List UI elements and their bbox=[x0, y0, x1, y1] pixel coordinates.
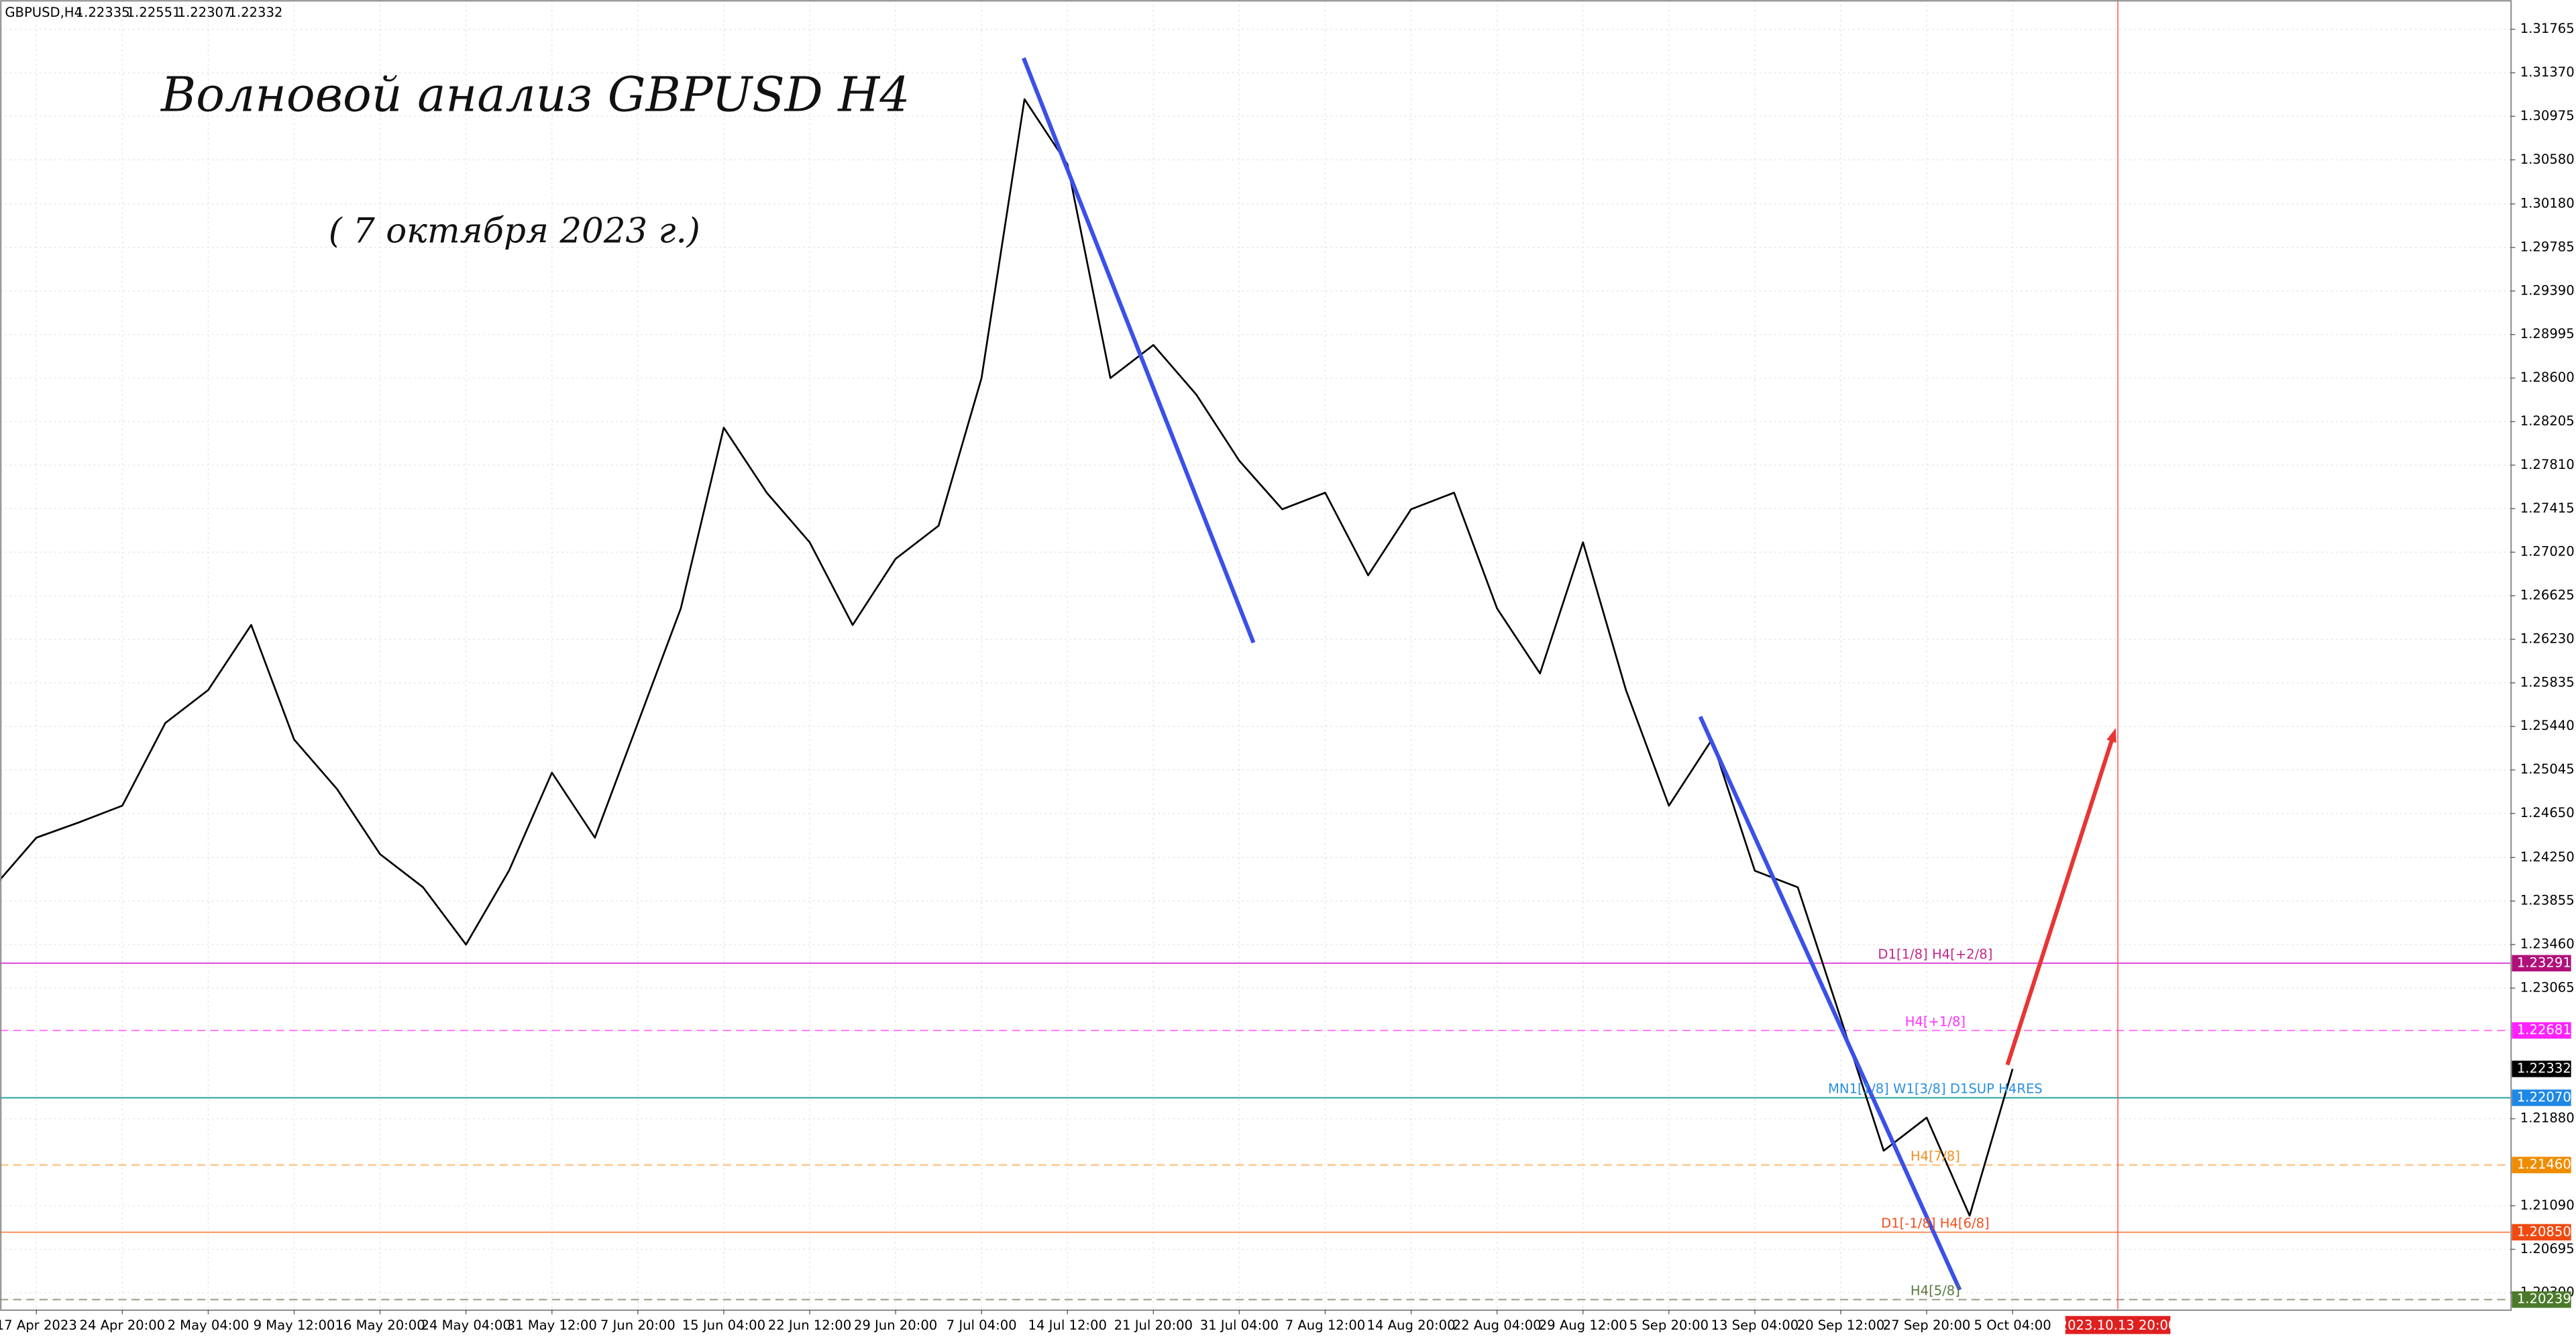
y-tick-label: 1.28600 bbox=[2520, 370, 2575, 385]
price-box-label: 1.22681 bbox=[2517, 1022, 2571, 1038]
price-box-label: 1.20239 bbox=[2517, 1291, 2571, 1307]
y-tick-label: 1.30580 bbox=[2520, 152, 2575, 167]
x-tick-label: 14 Jul 12:00 bbox=[1028, 1318, 1107, 1333]
x-tick-label: 5 Oct 04:00 bbox=[1974, 1318, 2051, 1333]
x-tick-label: 31 Jul 04:00 bbox=[1200, 1318, 1279, 1333]
time-marker-label: 2023.10.13 20:00 bbox=[2059, 1318, 2177, 1333]
chart-subtitle: ( 7 октября 2023 г.) bbox=[329, 211, 700, 251]
x-tick-label: 16 May 20:00 bbox=[335, 1318, 425, 1333]
x-tick-label: 14 Aug 20:00 bbox=[1367, 1318, 1456, 1333]
y-tick-label: 1.20695 bbox=[2520, 1241, 2575, 1256]
y-tick-label: 1.29785 bbox=[2520, 239, 2575, 254]
y-tick-label: 1.27415 bbox=[2520, 500, 2575, 516]
level-text: D1[-1/8] H4[6/8] bbox=[1881, 1216, 1990, 1231]
y-tick-label: 1.21090 bbox=[2520, 1197, 2575, 1213]
price-box bbox=[2512, 955, 2571, 972]
y-tick-label: 1.28995 bbox=[2520, 326, 2575, 341]
y-tick-label: 1.23855 bbox=[2520, 893, 2575, 908]
chart-title: Волновой анализ GBPUSD H4 bbox=[160, 66, 910, 122]
price-box bbox=[2512, 1291, 2571, 1308]
level-text: H4[7/8] bbox=[1911, 1148, 1960, 1164]
x-tick-label: 22 Aug 04:00 bbox=[1453, 1318, 1542, 1333]
y-tick-label: 1.26625 bbox=[2520, 588, 2575, 603]
x-tick-label: 29 Jun 20:00 bbox=[854, 1318, 937, 1333]
symbol: GBPUSD,H4 bbox=[5, 5, 83, 20]
price-line bbox=[0, 98, 2014, 1217]
ohlc-value: 1.22307 bbox=[177, 5, 231, 20]
y-tick-label: 1.25440 bbox=[2520, 718, 2575, 733]
x-tick-label: 7 Jun 20:00 bbox=[600, 1318, 676, 1333]
y-tick-label: 1.30180 bbox=[2520, 195, 2575, 211]
price-box-label: 1.21460 bbox=[2517, 1157, 2571, 1172]
price-box bbox=[2512, 1157, 2571, 1173]
x-tick-label: 15 Jun 04:00 bbox=[682, 1318, 765, 1333]
ohlc-value: 1.22335 bbox=[76, 5, 130, 20]
x-tick-label: 22 Jun 12:00 bbox=[768, 1318, 851, 1333]
x-tick-label: 29 Aug 12:00 bbox=[1539, 1318, 1627, 1333]
arrow-head bbox=[2106, 728, 2116, 743]
level-text: H4[5/8] bbox=[1911, 1283, 1960, 1299]
x-tick-label: 17 Apr 2023 bbox=[0, 1318, 77, 1333]
level-text: D1[1/8] H4[+2/8] bbox=[1878, 947, 1992, 962]
plot-area bbox=[0, 0, 2511, 1309]
trend-line bbox=[1698, 716, 1962, 1291]
y-tick-label: 1.25835 bbox=[2520, 674, 2575, 690]
y-tick-label: 1.25045 bbox=[2520, 761, 2575, 777]
y-tick-label: 1.31765 bbox=[2520, 21, 2575, 36]
x-tick-label: 7 Jul 04:00 bbox=[947, 1318, 1017, 1333]
y-tick-label: 1.28205 bbox=[2520, 413, 2575, 429]
y-tick-label: 1.30975 bbox=[2520, 108, 2575, 123]
ohlc-value: 1.22551 bbox=[127, 5, 181, 20]
trend-line bbox=[1022, 57, 1256, 644]
price-box-label: 1.23291 bbox=[2517, 955, 2571, 970]
x-tick-label: 5 Sep 20:00 bbox=[1629, 1318, 1709, 1333]
current-price-label: 1.22332 bbox=[2517, 1061, 2571, 1076]
y-tick-label: 1.21880 bbox=[2520, 1110, 2575, 1126]
ohlc-value: 1.22332 bbox=[228, 5, 282, 20]
current-price-box bbox=[2512, 1061, 2571, 1077]
price-box-label: 1.22070 bbox=[2517, 1089, 2571, 1105]
x-tick-label: 31 May 12:00 bbox=[507, 1318, 597, 1333]
x-tick-label: 21 Jul 20:00 bbox=[1114, 1318, 1193, 1333]
x-tick-label: 2 May 04:00 bbox=[168, 1318, 250, 1333]
time-marker-box bbox=[2065, 1316, 2171, 1334]
y-tick-label: 1.29390 bbox=[2520, 282, 2575, 298]
x-tick-label: 13 Sep 04:00 bbox=[1711, 1318, 1799, 1333]
x-tick-label: 9 May 12:00 bbox=[254, 1318, 335, 1333]
x-tick-label: 24 May 04:00 bbox=[421, 1318, 511, 1333]
y-tick-label: 1.24650 bbox=[2520, 805, 2575, 820]
price-box-label: 1.20850 bbox=[2517, 1224, 2571, 1239]
y-tick-label: 1.27020 bbox=[2520, 544, 2575, 559]
level-text: MN1[1/8] W1[3/8] D1SUP H4RES bbox=[1828, 1081, 2043, 1097]
price-box bbox=[2512, 1089, 2571, 1106]
level-text: H4[+1/8] bbox=[1905, 1014, 1966, 1029]
plot-border bbox=[0, 0, 2512, 1311]
x-tick-label: 7 Aug 12:00 bbox=[1285, 1318, 1366, 1333]
arrow-line bbox=[2005, 735, 2115, 1066]
y-tick-label: 1.31370 bbox=[2520, 64, 2575, 80]
x-tick-label: 27 Sep 20:00 bbox=[1883, 1318, 1971, 1333]
y-tick-label: 1.23460 bbox=[2520, 936, 2575, 952]
y-tick-label: 1.27810 bbox=[2520, 457, 2575, 472]
x-tick-label: 24 Apr 20:00 bbox=[79, 1318, 165, 1333]
y-tick-label: 1.26230 bbox=[2520, 631, 2575, 646]
y-tick-label: 1.24250 bbox=[2520, 849, 2575, 865]
y-tick-label: 1.23065 bbox=[2520, 979, 2575, 995]
price-box bbox=[2512, 1022, 2571, 1039]
x-tick-label: 20 Sep 12:00 bbox=[1797, 1318, 1885, 1333]
price-box bbox=[2512, 1224, 2571, 1241]
